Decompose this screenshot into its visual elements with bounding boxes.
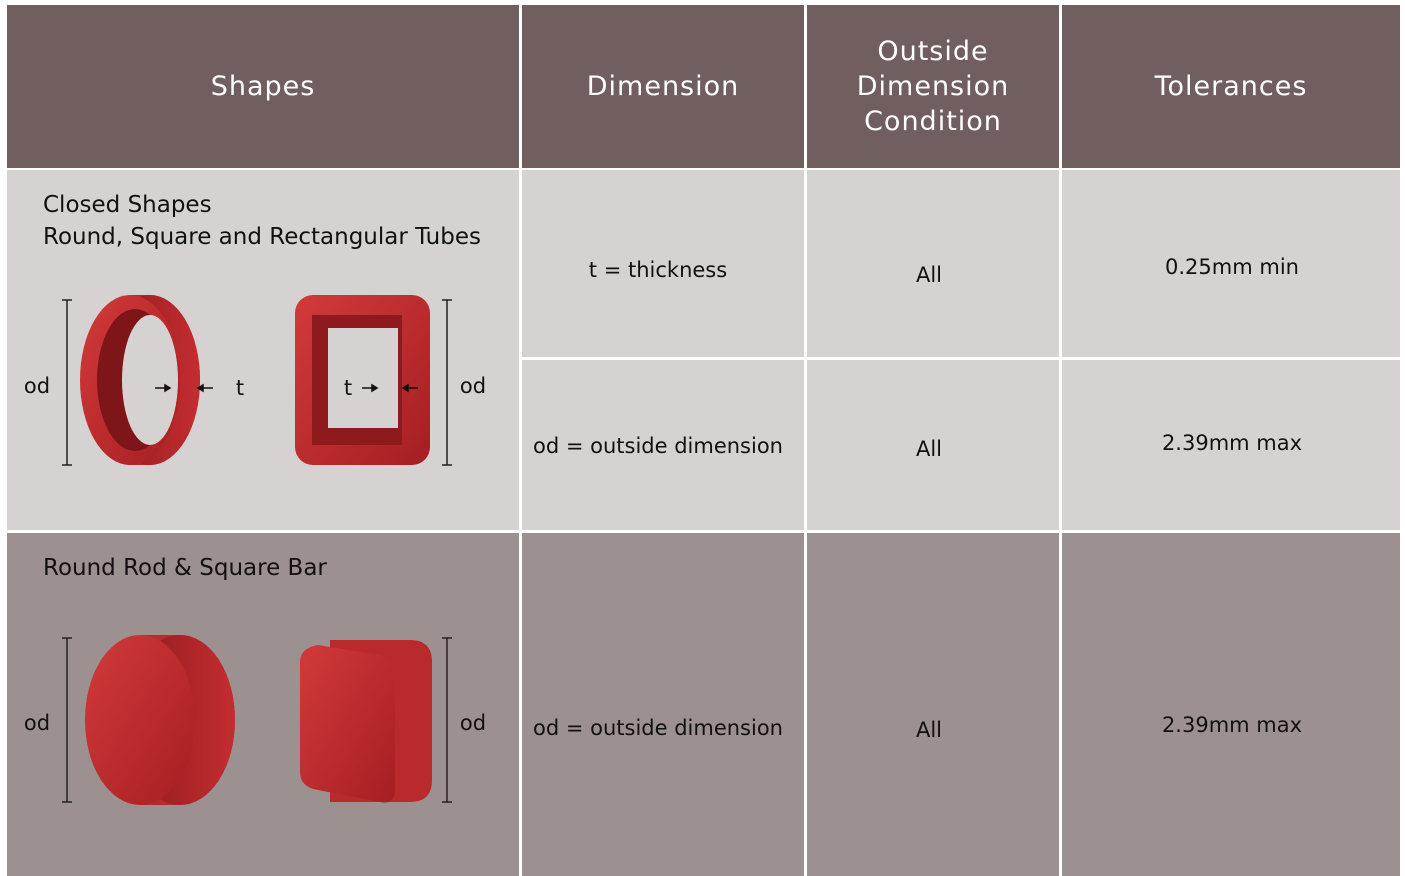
- figure-label: od: [459, 374, 487, 398]
- header-text: Shapes: [210, 71, 316, 102]
- cell: [522, 360, 804, 530]
- square-tube: [295, 295, 430, 465]
- cell: [1062, 533, 1400, 876]
- figure-label: t: [343, 376, 353, 400]
- header-text: Outside Dimension Condition: [856, 36, 1010, 137]
- section-title: Round, Square and Rectangular Tubes: [43, 224, 481, 250]
- condition: All: [915, 718, 943, 742]
- figure-label: od: [23, 374, 51, 398]
- dimension: od = outside dimension: [532, 716, 784, 740]
- figure-label: od: [459, 711, 487, 735]
- tolerance: 2.39mm max: [1161, 713, 1303, 737]
- header-cell: Tolerances: [1062, 5, 1400, 168]
- tolerance: 2.39mm max: [1161, 431, 1303, 455]
- figure-label: t: [235, 376, 245, 400]
- cell: [807, 360, 1059, 530]
- thickness-arrows: [155, 383, 418, 393]
- condition: All: [915, 263, 943, 287]
- square-bar: [300, 640, 432, 803]
- header-cell: Dimension: [522, 5, 804, 168]
- cell: [522, 170, 804, 357]
- dimension: od = outside dimension: [532, 434, 784, 458]
- cell: [807, 533, 1059, 876]
- round-rod: [85, 635, 235, 805]
- section-title: Closed Shapes: [43, 192, 212, 218]
- header-text: Dimension: [586, 71, 740, 102]
- header-cell: Outside Dimension Condition: [807, 5, 1059, 168]
- section-title: Round Rod & Square Bar: [43, 555, 327, 581]
- cell: [1062, 360, 1400, 530]
- tolerance: 0.25mm min: [1165, 255, 1299, 279]
- figure-label: od: [23, 711, 51, 735]
- cell: [522, 533, 804, 876]
- cell: [1062, 170, 1400, 357]
- dimension-brackets: [62, 299, 452, 803]
- dimension: t = thickness: [588, 258, 728, 282]
- header-cell: Shapes: [7, 5, 519, 168]
- cell: [807, 170, 1059, 357]
- header-text: Tolerances: [1154, 71, 1308, 102]
- round-tube: [80, 295, 200, 465]
- condition: All: [915, 437, 943, 461]
